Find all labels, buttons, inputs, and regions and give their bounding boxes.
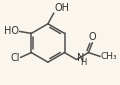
Text: CH₃: CH₃ (101, 52, 117, 61)
Text: N: N (77, 53, 84, 63)
Text: H: H (80, 58, 87, 67)
Text: HO: HO (4, 27, 19, 36)
Text: Cl: Cl (10, 53, 20, 63)
Text: O: O (89, 32, 97, 42)
Text: OH: OH (55, 3, 70, 13)
